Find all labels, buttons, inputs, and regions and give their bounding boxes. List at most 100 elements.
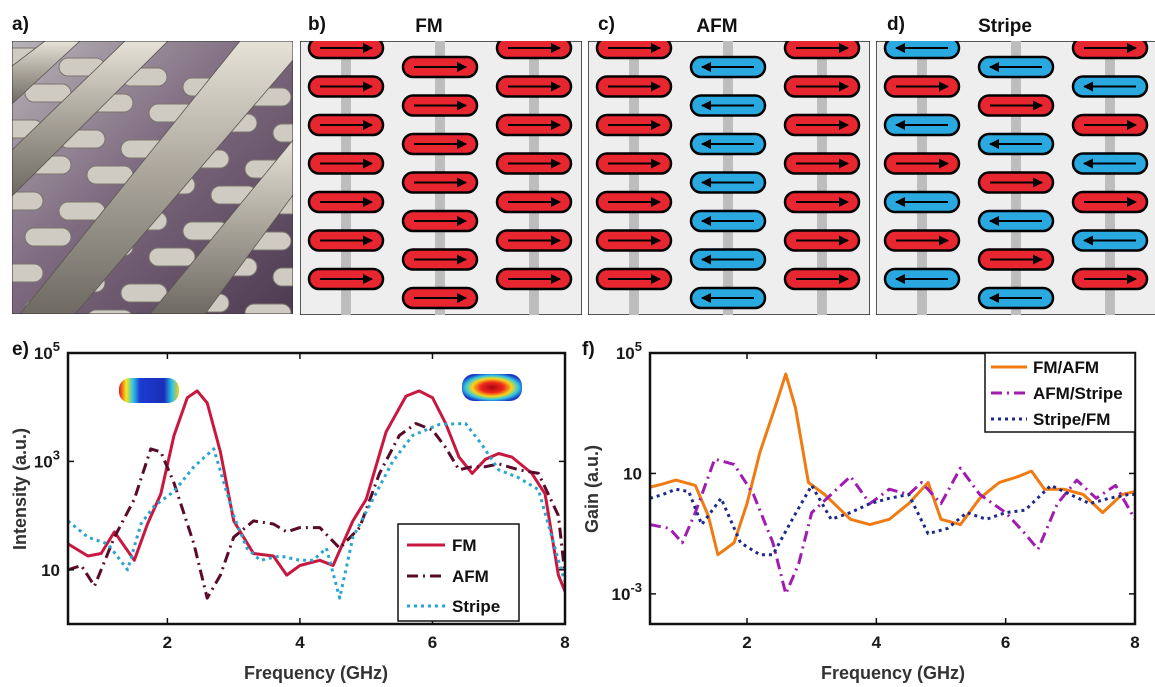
magnet-right bbox=[595, 113, 673, 137]
chart-intensity: 2 4 6 8 10 103 105 Frequency (GHz) Intensity (… bbox=[10, 339, 570, 683]
magnet-left bbox=[883, 113, 961, 137]
magnet-left bbox=[689, 248, 767, 271]
panel-label-a: a) bbox=[12, 14, 29, 35]
chart-gain: 2 4 6 8 10-3 10 105 Frequency (GHz) Gain (a.u.… bbox=[582, 339, 1140, 683]
magnet-right bbox=[783, 152, 861, 175]
schematic-fm bbox=[300, 41, 582, 315]
magnet-right bbox=[783, 41, 861, 60]
magnet-right bbox=[783, 267, 861, 291]
chart-f-xtick-label: 6 bbox=[1001, 633, 1010, 652]
chart-f-series-stripe-fm bbox=[650, 483, 1135, 557]
magnet-right bbox=[401, 94, 479, 117]
chart-e-ytick-label: 103 bbox=[34, 447, 60, 471]
chart-e-xtick-label: 6 bbox=[428, 633, 437, 652]
chart-f-xlabel: Frequency (GHz) bbox=[821, 663, 965, 683]
magnet-right bbox=[595, 267, 673, 291]
magnet-right bbox=[401, 171, 479, 194]
chart-f-legend: FM/AFM AFM/Stripe Stripe/FM bbox=[984, 352, 1136, 433]
chart-f-series-fm-afm bbox=[650, 372, 1135, 557]
chart-e-ytick-label: 105 bbox=[34, 339, 60, 363]
magnet-right bbox=[401, 132, 479, 156]
chart-e-xlabel: Frequency (GHz) bbox=[244, 663, 388, 683]
chart-f-series-afm-stripe bbox=[650, 457, 1135, 596]
magnet-right bbox=[1071, 41, 1149, 60]
magnet-left bbox=[689, 286, 767, 310]
magnet-left bbox=[689, 55, 767, 79]
legend-label-afm: AFM bbox=[452, 567, 489, 586]
wire-strip bbox=[341, 41, 351, 315]
schematic-stripe bbox=[876, 41, 1155, 315]
magnet-island bbox=[211, 330, 257, 348]
magnet-right bbox=[1071, 267, 1149, 291]
magnet-island bbox=[148, 247, 196, 267]
magnet-right bbox=[307, 113, 385, 137]
magnet-right bbox=[1071, 190, 1149, 214]
magnet-right bbox=[977, 248, 1055, 271]
panel-title-stripe: Stripe bbox=[978, 16, 1032, 37]
chart-e-xtick-label: 4 bbox=[295, 633, 305, 652]
magnet-left bbox=[883, 41, 961, 60]
chart-f-xtick-label: 8 bbox=[1130, 633, 1139, 652]
magnet-right bbox=[783, 113, 861, 137]
panel-title-fm: FM bbox=[415, 16, 442, 37]
magnet-left bbox=[1071, 75, 1149, 98]
chart-f-xtick-label: 4 bbox=[872, 633, 882, 652]
magnet-island bbox=[273, 340, 319, 358]
magnet-right bbox=[495, 113, 573, 137]
device-render-image bbox=[12, 41, 319, 358]
magnet-right bbox=[495, 152, 573, 175]
chart-f-xtick-label: 2 bbox=[742, 633, 751, 652]
panel-label-e: e) bbox=[12, 339, 29, 360]
magnet-right bbox=[1071, 113, 1149, 137]
chart-e-inset-edge-mode bbox=[119, 378, 179, 403]
panel-label-b: b) bbox=[308, 14, 326, 35]
wire-strip bbox=[917, 41, 927, 315]
magnet-right bbox=[783, 190, 861, 214]
magnet-left bbox=[689, 132, 767, 156]
magnet-right bbox=[595, 190, 673, 214]
magnet-right bbox=[495, 75, 573, 98]
magnet-right bbox=[307, 190, 385, 214]
magnet-right bbox=[401, 286, 479, 310]
panel-title-afm: AFM bbox=[696, 16, 737, 37]
magnet-left bbox=[883, 190, 961, 214]
magnet-island bbox=[12, 191, 44, 211]
magnet-left bbox=[977, 286, 1055, 310]
magnet-island bbox=[244, 303, 292, 314]
chart-e-series-stripe bbox=[68, 422, 565, 600]
magnet-right bbox=[307, 267, 385, 291]
chart-f-ylabel: Gain (a.u.) bbox=[582, 445, 602, 533]
magnet-left bbox=[1071, 152, 1149, 175]
chart-e-ytick-label: 10 bbox=[41, 561, 60, 580]
magnet-right bbox=[495, 229, 573, 252]
chart-e-xtick-label: 2 bbox=[163, 633, 172, 652]
magnet-left bbox=[977, 209, 1055, 233]
chart-e-ylabel: Intensity (a.u.) bbox=[10, 428, 30, 550]
legend-label-fm-afm: FM/AFM bbox=[1033, 358, 1099, 377]
magnet-right bbox=[307, 152, 385, 175]
wire-strip bbox=[629, 41, 639, 315]
magnet-right bbox=[783, 75, 861, 98]
magnet-island bbox=[272, 123, 293, 143]
chart-e-legend: FM AFM Stripe bbox=[397, 523, 520, 622]
magnet-left bbox=[689, 94, 767, 117]
magnet-right bbox=[883, 75, 961, 98]
wire-strip bbox=[1105, 41, 1115, 315]
magnet-island bbox=[12, 263, 44, 283]
magnet-right bbox=[977, 94, 1055, 117]
magnet-right bbox=[495, 267, 573, 291]
schematic-afm bbox=[588, 41, 870, 315]
chart-e-inset-center-mode bbox=[462, 374, 522, 401]
magnet-left bbox=[1071, 229, 1149, 252]
magnet-left bbox=[689, 171, 767, 194]
legend-label-stripe-fm: Stripe/FM bbox=[1033, 410, 1110, 429]
chart-f-ytick-label: 10 bbox=[623, 464, 642, 483]
magnet-right bbox=[401, 209, 479, 233]
magnet-right bbox=[307, 229, 385, 252]
wire-strip bbox=[817, 41, 827, 315]
panel-label-d: d) bbox=[887, 14, 905, 35]
panel-label-c: c) bbox=[598, 14, 615, 35]
magnet-island bbox=[87, 309, 133, 314]
magnet-right bbox=[595, 41, 673, 60]
chart-e-frame bbox=[66, 351, 567, 626]
